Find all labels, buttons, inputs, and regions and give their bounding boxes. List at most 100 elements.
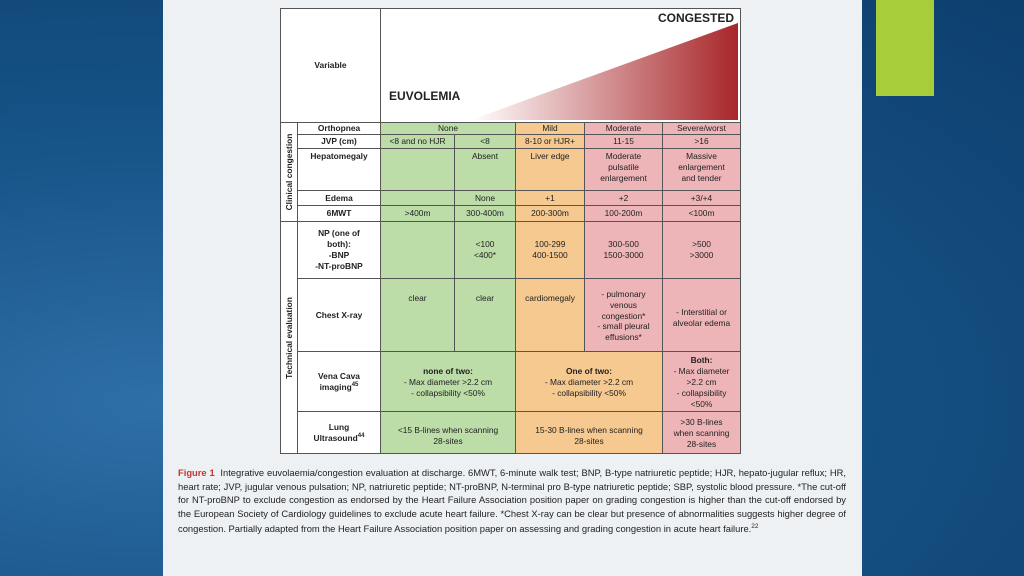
- vena-cava-congested-line3: >2.2 cm: [686, 377, 717, 388]
- np-label-line2: both):: [327, 239, 351, 250]
- np-c5-bnp: >500: [692, 239, 711, 250]
- np-c2: <100 <400*: [454, 221, 516, 279]
- lung-ultrasound-mild-line1: 15-30 B-lines when scanning: [535, 424, 643, 435]
- np-c3-ntprobnp: 400-1500: [532, 250, 568, 260]
- vena-cava-mild-line2: - Max diameter >2.2 cm: [544, 377, 634, 388]
- vena-cava-congested-line5: <50%: [690, 398, 713, 409]
- lung-ultrasound-congested-line2: when scanning: [673, 428, 730, 439]
- np-c4-bnp: 300-500: [608, 239, 639, 250]
- accent-bar: [876, 0, 934, 96]
- smwt-label: 6MWT: [297, 205, 381, 222]
- vena-cava-euvolemia-line2: - Max diameter >2.2 cm: [403, 377, 493, 388]
- vena-cava-ref: 45: [351, 381, 359, 388]
- xray-c4-line3: congestion*: [601, 310, 646, 321]
- vena-cava-label: Vena Cava imaging45: [297, 351, 381, 412]
- hepatomegaly-c5: Massive enlargement and tender: [662, 148, 741, 191]
- np-c3-bnp: 100-299: [534, 239, 566, 250]
- lung-ultrasound-label: Lung Ultrasound44: [297, 411, 381, 454]
- np-label-line4: -NT-proBNP: [315, 260, 363, 271]
- figure-caption: Figure 1 Integrative euvolaemia/congesti…: [178, 466, 846, 536]
- hepatomegaly-label: Hepatomegaly: [297, 148, 381, 191]
- lung-ultrasound-ref: 44: [357, 432, 365, 439]
- xray-c4-line2: venous: [609, 299, 637, 310]
- np-label-line1: NP (one of: [318, 228, 360, 239]
- vena-cava-euvolemia: none of two: - Max diameter >2.2 cm - co…: [380, 351, 516, 412]
- congestion-gradient: [471, 23, 738, 120]
- lung-ultrasound-label-line2: Ultrasound44: [314, 433, 365, 444]
- np-label: NP (one of both): -BNP -NT-proBNP: [297, 221, 381, 279]
- xray-c2: clear: [454, 278, 516, 352]
- xray-c4: - pulmonary venous congestion* - small p…: [584, 278, 663, 352]
- hepatomegaly-c2: Absent: [454, 148, 516, 191]
- figure-label: Figure 1: [178, 467, 215, 478]
- congested-label: CONGESTED: [657, 11, 734, 25]
- lung-ultrasound-euvolemia-line2: 28-sites: [433, 435, 463, 446]
- np-c2-ntprobnp: <400*: [473, 250, 497, 260]
- jvp-c1: <8 and no HJR: [380, 134, 455, 149]
- vena-cava-euvolemia-line3: - collapsibility <50%: [411, 387, 485, 398]
- xray-label: Chest X-ray: [297, 278, 381, 352]
- smwt-c5: <100m: [662, 205, 741, 222]
- jvp-c3: 8-10 or HJR+: [515, 134, 585, 149]
- xray-c4-line1: - pulmonary: [601, 288, 646, 299]
- vena-cava-mild-line3: - collapsibility <50%: [552, 387, 626, 398]
- variable-header: Variable: [280, 8, 381, 123]
- caption-ref: 22: [751, 523, 759, 531]
- vena-cava-congested-line2: - Max diameter: [673, 366, 730, 377]
- xray-c3: cardiomegaly: [515, 278, 585, 352]
- vena-cava-mild-title: One of two:: [565, 366, 613, 377]
- np-c3: 100-299 400-1500: [515, 221, 585, 279]
- technical-evaluation-group: Technical evaluation: [280, 221, 298, 454]
- caption-text: Integrative euvolaemia/congestion evalua…: [178, 467, 846, 535]
- lung-ultrasound-mild: 15-30 B-lines when scanning 28-sites: [515, 411, 663, 454]
- edema-label: Edema: [297, 190, 381, 206]
- euvolemia-label: EUVOLEMIA: [389, 89, 461, 103]
- lung-ultrasound-euvolemia-line1: <15 B-lines when scanning: [397, 424, 499, 435]
- jvp-label: JVP (cm): [297, 134, 381, 149]
- np-c1: [380, 221, 455, 279]
- lung-ultrasound-congested-line3: 28-sites: [686, 438, 717, 449]
- smwt-c1: >400m: [380, 205, 455, 222]
- hepatomegaly-c3: Liver edge: [515, 148, 585, 191]
- hepatomegaly-c1: [380, 148, 455, 191]
- technical-evaluation-label: Technical evaluation: [284, 296, 294, 379]
- np-c4-ntprobnp: 1500-3000: [603, 250, 644, 260]
- edema-c5: +3/+4: [662, 190, 741, 206]
- jvp-c2: <8: [454, 134, 516, 149]
- xray-c5-line1: - Interstitial or: [676, 307, 727, 318]
- vena-cava-label-line2: imaging45: [320, 382, 359, 393]
- clinical-congestion-group: Clinical congestion: [280, 122, 298, 222]
- edema-c4: +2: [584, 190, 663, 206]
- lung-ultrasound-congested-line1: >30 B-lines: [680, 417, 723, 428]
- np-label-line3: -BNP: [328, 250, 350, 260]
- vena-cava-congested-title: Both:: [690, 355, 713, 366]
- lung-ultrasound-label-text: Ultrasound: [313, 432, 358, 443]
- vena-cava-congested: Both: - Max diameter >2.2 cm - collapsib…: [662, 351, 741, 412]
- lung-ultrasound-label-line1: Lung: [328, 421, 350, 432]
- smwt-c4: 100-200m: [584, 205, 663, 222]
- congestion-figure: Variable EUVOLEMIA CONGESTED Clinical co…: [280, 8, 741, 454]
- jvp-c4: 11-15: [584, 134, 663, 149]
- xray-c4-line5: effusions*: [605, 332, 642, 343]
- smwt-c3: 200-300m: [515, 205, 585, 222]
- vena-cava-label-line1: Vena Cava: [318, 370, 360, 381]
- vena-cava-euvolemia-title: none of two:: [423, 366, 473, 377]
- np-c5-ntprobnp: >3000: [689, 250, 714, 260]
- np-c2-bnp: <100: [475, 239, 495, 250]
- lung-ultrasound-mild-line2: 28-sites: [574, 435, 604, 446]
- vena-cava-label-text: imaging: [319, 381, 352, 392]
- vena-cava-congested-line4: - collapsibility: [676, 387, 727, 398]
- vena-cava-mild: One of two: - Max diameter >2.2 cm - col…: [515, 351, 663, 412]
- xray-c4-line4: - small pleural: [597, 321, 650, 332]
- gradient-triangle: [471, 23, 738, 120]
- edema-c1: [380, 190, 455, 206]
- xray-c1: clear: [380, 278, 455, 352]
- np-c5: >500 >3000: [662, 221, 741, 279]
- jvp-c5: >16: [662, 134, 741, 149]
- xray-c5-line2: alveolar edema: [672, 318, 731, 328]
- gradient-header: EUVOLEMIA CONGESTED: [380, 8, 741, 123]
- edema-c3: +1: [515, 190, 585, 206]
- xray-c5: - Interstitial or alveolar edema: [662, 278, 741, 352]
- edema-c2: None: [454, 190, 516, 206]
- hepatomegaly-c4: Moderate pulsatile enlargement: [584, 148, 663, 191]
